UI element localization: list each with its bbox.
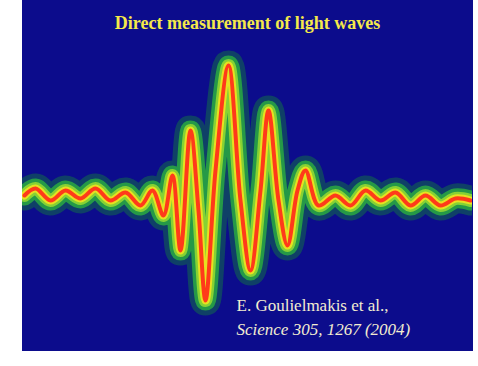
svg-text:E. Goulielmakis et al.,: E. Goulielmakis et al., — [237, 296, 389, 315]
svg-text:Direct measurement of light wa: Direct measurement of light waves — [115, 13, 380, 33]
svg-text:Science 305, 1267 (2004): Science 305, 1267 (2004) — [237, 320, 411, 339]
